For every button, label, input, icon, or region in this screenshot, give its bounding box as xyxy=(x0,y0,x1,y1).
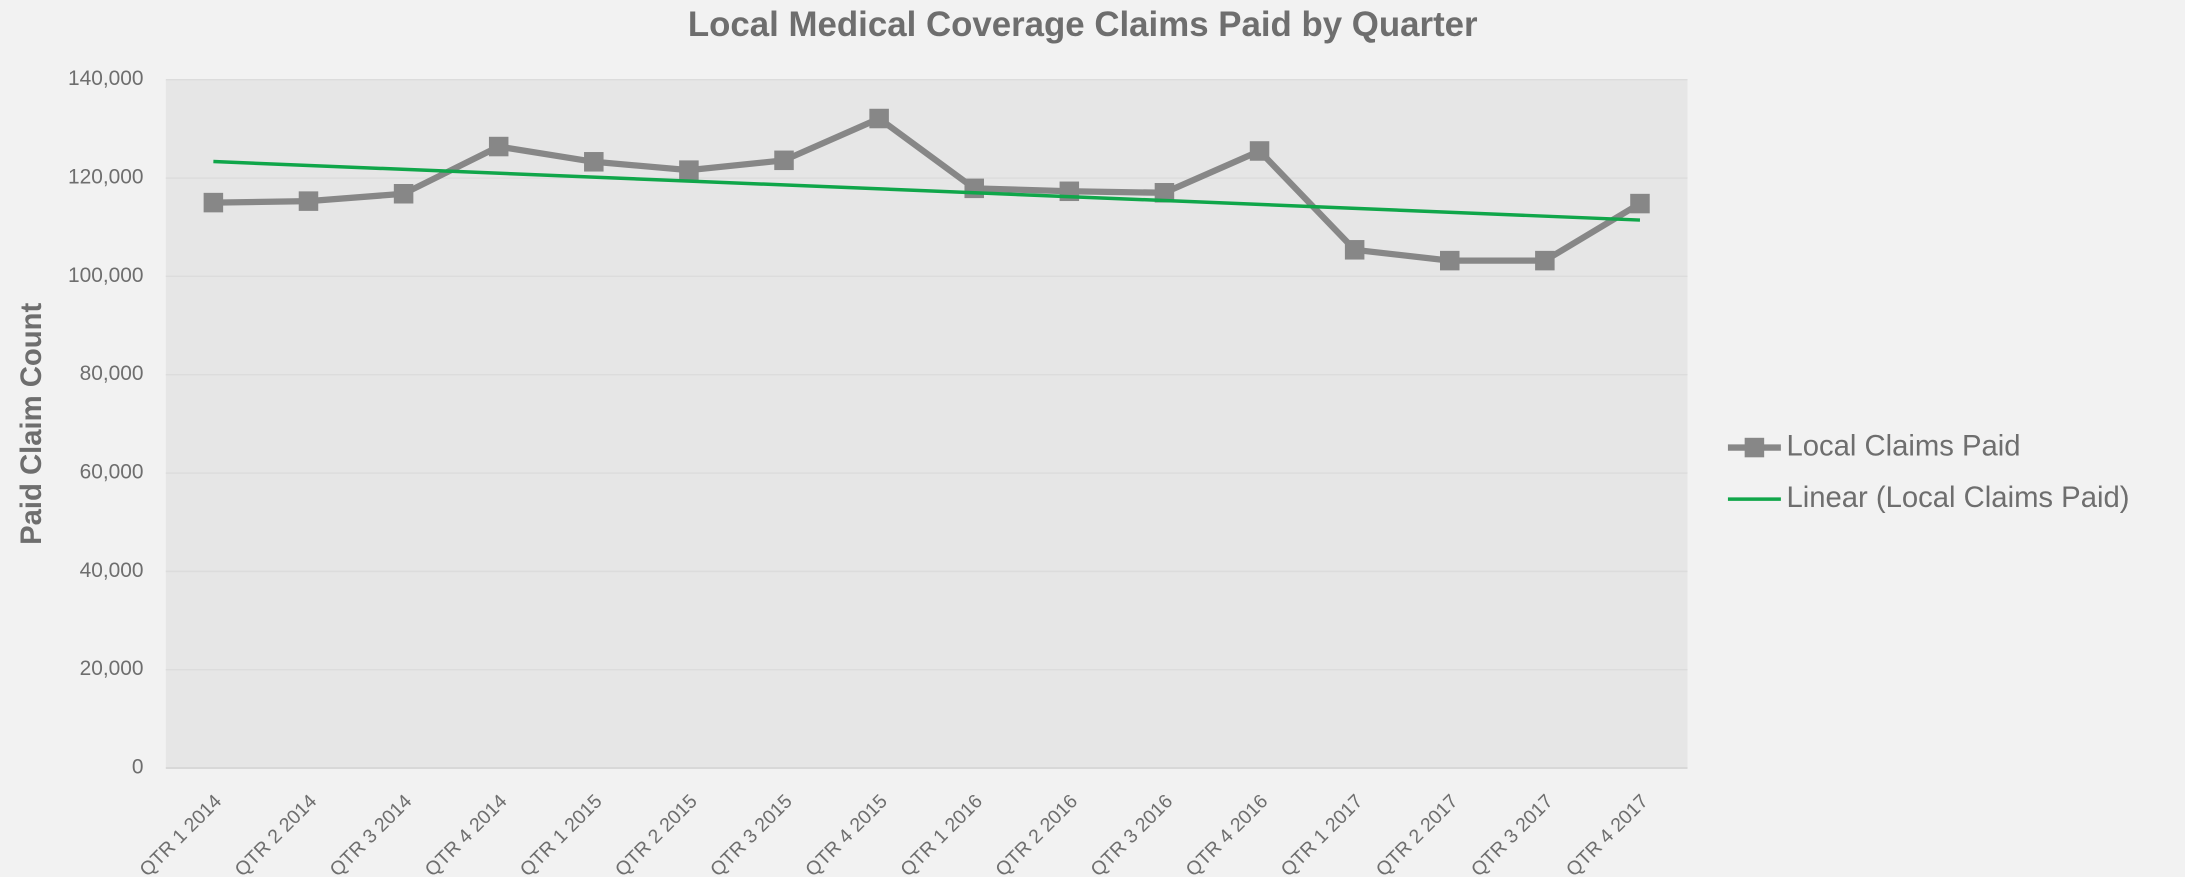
point-marker xyxy=(488,136,509,157)
y-tick-label: 80,000 xyxy=(80,362,144,385)
point-marker xyxy=(964,178,984,199)
y-axis-title: Paid Claim Count xyxy=(16,303,48,545)
y-tick-label: 100,000 xyxy=(68,264,144,287)
trend-line xyxy=(213,159,1641,222)
plot-area xyxy=(165,79,1688,769)
x-tick-label: QTR 4 2014 xyxy=(421,790,512,877)
x-tick-label: QTR 2 2014 xyxy=(231,790,322,877)
y-tick-label: 40,000 xyxy=(80,559,144,582)
point-marker xyxy=(298,191,319,211)
y-tick-label: 60,000 xyxy=(80,461,144,484)
point-marker xyxy=(203,192,224,213)
x-tick-label: QTR 3 2015 xyxy=(706,790,797,877)
legend-label: Linear (Local Claims Paid) xyxy=(1786,482,2129,514)
y-tick-label: 20,000 xyxy=(80,657,144,680)
x-tick-label: QTR 1 2016 xyxy=(896,790,987,877)
chart-title: Local Medical Coverage Claims Paid by Qu… xyxy=(688,5,1478,44)
point-marker xyxy=(679,160,699,180)
legend-label: Local Claims Paid xyxy=(1786,430,2020,462)
x-tick-label: QTR 1 2017 xyxy=(1277,790,1368,877)
x-tick-label: QTR 2 2016 xyxy=(991,790,1082,877)
x-tick-label: QTR 2 2017 xyxy=(1372,790,1463,877)
x-tick-label: QTR 1 2015 xyxy=(516,790,607,877)
x-tick-label: QTR 1 2014 xyxy=(135,790,226,877)
x-tick-label: QTR 4 2015 xyxy=(801,790,892,877)
point-marker xyxy=(1249,141,1270,161)
x-tick-label: QTR 3 2017 xyxy=(1467,790,1558,877)
point-marker xyxy=(1344,240,1365,260)
legend-swatch xyxy=(1744,437,1765,458)
point-marker xyxy=(393,183,414,204)
x-tick-label: QTR 2 2015 xyxy=(611,790,702,877)
point-marker xyxy=(1630,193,1650,214)
x-tick-label: QTR 4 2016 xyxy=(1182,790,1273,877)
point-marker xyxy=(584,152,604,172)
y-tick-label: 140,000 xyxy=(68,67,144,90)
point-marker xyxy=(1154,183,1175,203)
x-tick-label: QTR 3 2016 xyxy=(1087,790,1178,877)
point-marker xyxy=(869,108,889,129)
y-tick-label: 0 xyxy=(132,756,144,779)
y-tick-label: 120,000 xyxy=(68,166,144,189)
point-marker xyxy=(774,150,794,171)
x-tick-label: QTR 4 2017 xyxy=(1562,790,1653,877)
point-marker xyxy=(1535,250,1555,271)
x-tick-label: QTR 3 2014 xyxy=(326,790,417,877)
point-marker xyxy=(1440,250,1460,271)
